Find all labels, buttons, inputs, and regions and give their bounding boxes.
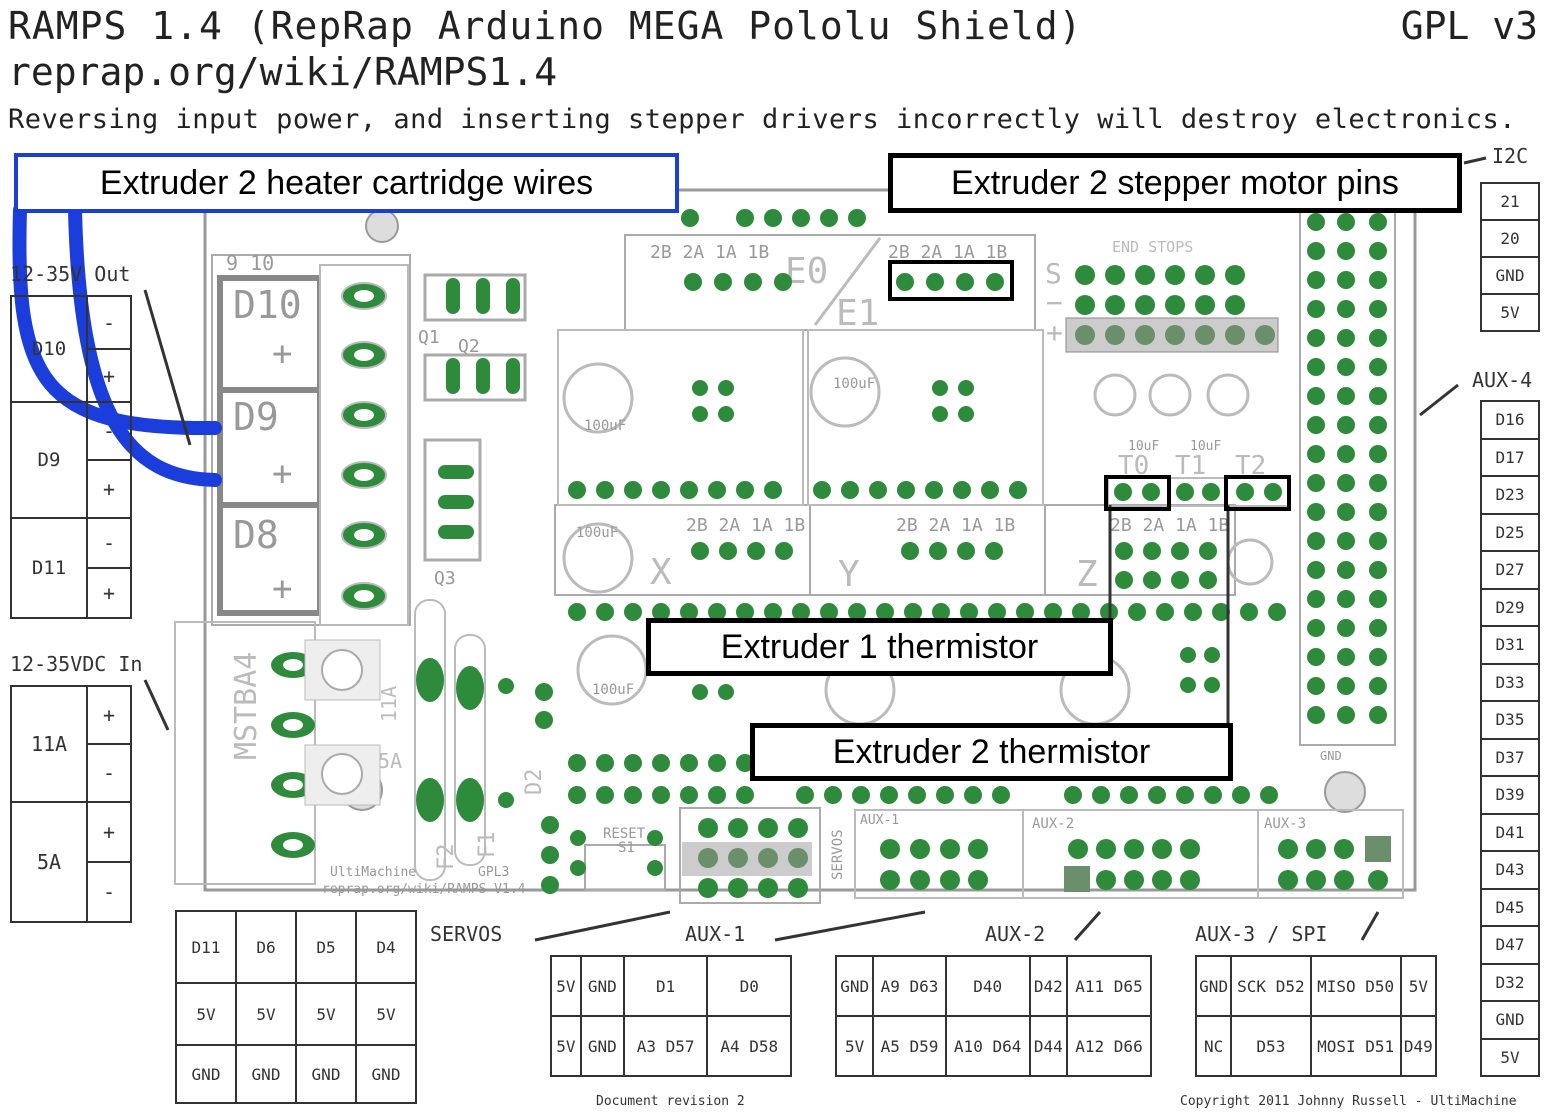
x-axis-label: X (650, 552, 672, 593)
thermistor-1-callout: Extruder 1 thermistor (646, 618, 1113, 676)
svg-text:D2: D2 (522, 769, 547, 796)
svg-text:2B 2A 1A 1B: 2B 2A 1A 1B (1110, 515, 1229, 536)
svg-text:100uF: 100uF (592, 682, 634, 698)
aux1-label: AUX-1 (685, 922, 746, 946)
svg-text:2B 2A 1A 1B: 2B 2A 1A 1B (896, 515, 1015, 536)
svg-text:100uF: 100uF (576, 525, 618, 541)
power-in-table: 11A + - 5A + - (10, 685, 132, 923)
aux4-table: D16 D17 D23 D25 D27 D29 D31 D33 D35 D37 … (1480, 400, 1540, 1077)
out-row-name: D10 (10, 295, 88, 403)
terminal-d8: D8 (233, 513, 279, 557)
svg-text:Q1: Q1 (418, 327, 440, 348)
svg-text:9 10: 9 10 (226, 251, 274, 275)
svg-text:S: S (1045, 257, 1062, 290)
svg-text:AUX-2: AUX-2 (1032, 816, 1074, 832)
power-in-label: 12-35VDC In (10, 652, 143, 676)
svg-text:5A: 5A (378, 749, 402, 773)
copyright: Copyright 2011 Johnny Russell - UltiMach… (1180, 1094, 1517, 1109)
power-out-label: 12-35V Out (10, 262, 131, 286)
document-revision: Document revision 2 (596, 1094, 745, 1109)
svg-text:Q3: Q3 (434, 568, 456, 589)
aux2-label: AUX-2 (985, 922, 1046, 946)
e0-label: E0 (785, 251, 828, 292)
svg-text:2B 2A 1A 1B: 2B 2A 1A 1B (888, 242, 1007, 263)
svg-text:GPL3: GPL3 (478, 865, 509, 880)
out-row-name: D11 (10, 517, 88, 619)
svg-text:2B 2A 1A 1B: 2B 2A 1A 1B (650, 242, 769, 263)
svg-text:Q2: Q2 (458, 336, 480, 357)
aux3-spi-table: GND SCK D52 MISO D50 5V NC D53 MOSI D51 D49 (1194, 955, 1438, 1077)
aux1-table: 5V GND D1 D0 5V GND A3 D57 A4 D58 (550, 955, 792, 1077)
warning-text: Reversing input power, and inserting ste… (8, 104, 1516, 135)
terminal-d10: D10 (233, 283, 302, 327)
svg-text:2B 2A 1A 1B: 2B 2A 1A 1B (686, 515, 805, 536)
license-label: GPL v3 (1400, 4, 1538, 48)
svg-text:100uF: 100uF (584, 418, 626, 434)
svg-text:−: − (1046, 286, 1063, 319)
stepper-pins-callout: Extruder 2 stepper motor pins (888, 153, 1462, 213)
svg-text:AUX-1: AUX-1 (860, 813, 899, 828)
servos-label: SERVOS (430, 922, 503, 946)
svg-text:T1: T1 (1175, 451, 1206, 481)
svg-text:GND: GND (1320, 749, 1342, 763)
svg-text:END STOPS: END STOPS (1112, 238, 1193, 256)
aux3-spi-label: AUX-3 / SPI (1195, 922, 1328, 946)
svg-text:+: + (272, 454, 292, 494)
i2c-table: 21 20 GND 5V (1480, 182, 1540, 332)
wiki-url: reprap.org/wiki/RAMPS1.4 (8, 50, 558, 94)
aux4-label: AUX-4 (1472, 368, 1533, 392)
out-row-name: D9 (10, 401, 88, 519)
svg-text:reprap.org/wiki/RAMPS V1.4: reprap.org/wiki/RAMPS V1.4 (322, 882, 526, 897)
svg-text:UltiMachine: UltiMachine (330, 865, 416, 880)
heater-wires-callout: Extruder 2 heater cartridge wires (14, 153, 679, 213)
mstba4-label: MSTBA4 (229, 652, 264, 760)
diagram-title: RAMPS 1.4 (RepRap Arduino MEGA Pololu Sh… (8, 4, 1083, 48)
e1-label: E1 (836, 293, 879, 334)
svg-text:10uF: 10uF (1128, 439, 1159, 454)
svg-text:RESET: RESET (603, 826, 646, 842)
terminal-d9: D9 (233, 395, 279, 439)
i2c-label: I2C (1492, 144, 1529, 168)
svg-text:11A: 11A (377, 686, 401, 722)
svg-text:F1: F1 (475, 832, 500, 859)
svg-text:SERVOS: SERVOS (830, 829, 846, 880)
svg-text:10uF: 10uF (1190, 439, 1221, 454)
svg-text:100uF: 100uF (833, 376, 875, 392)
svg-text:AUX-3: AUX-3 (1264, 816, 1306, 832)
servos-table: D11 D6 D5 D4 5V 5V 5V 5V GND GND GND GND (175, 910, 417, 1104)
z-axis-label: Z (1076, 554, 1098, 595)
aux2-table: GND A9 D63 D40 D42 A11 D65 5V A5 D59 A10 D64 D4… (834, 955, 1153, 1077)
svg-text:S1: S1 (618, 840, 635, 856)
svg-text:+: + (272, 334, 292, 374)
thermistor-2-callout: Extruder 2 thermistor (750, 723, 1233, 781)
svg-text:+: + (272, 569, 292, 609)
svg-text:+: + (1046, 316, 1063, 349)
y-axis-label: Y (838, 554, 860, 595)
power-out-table: D10- + D9- + D11- + (10, 295, 132, 619)
svg-text:F2: F2 (434, 844, 459, 871)
